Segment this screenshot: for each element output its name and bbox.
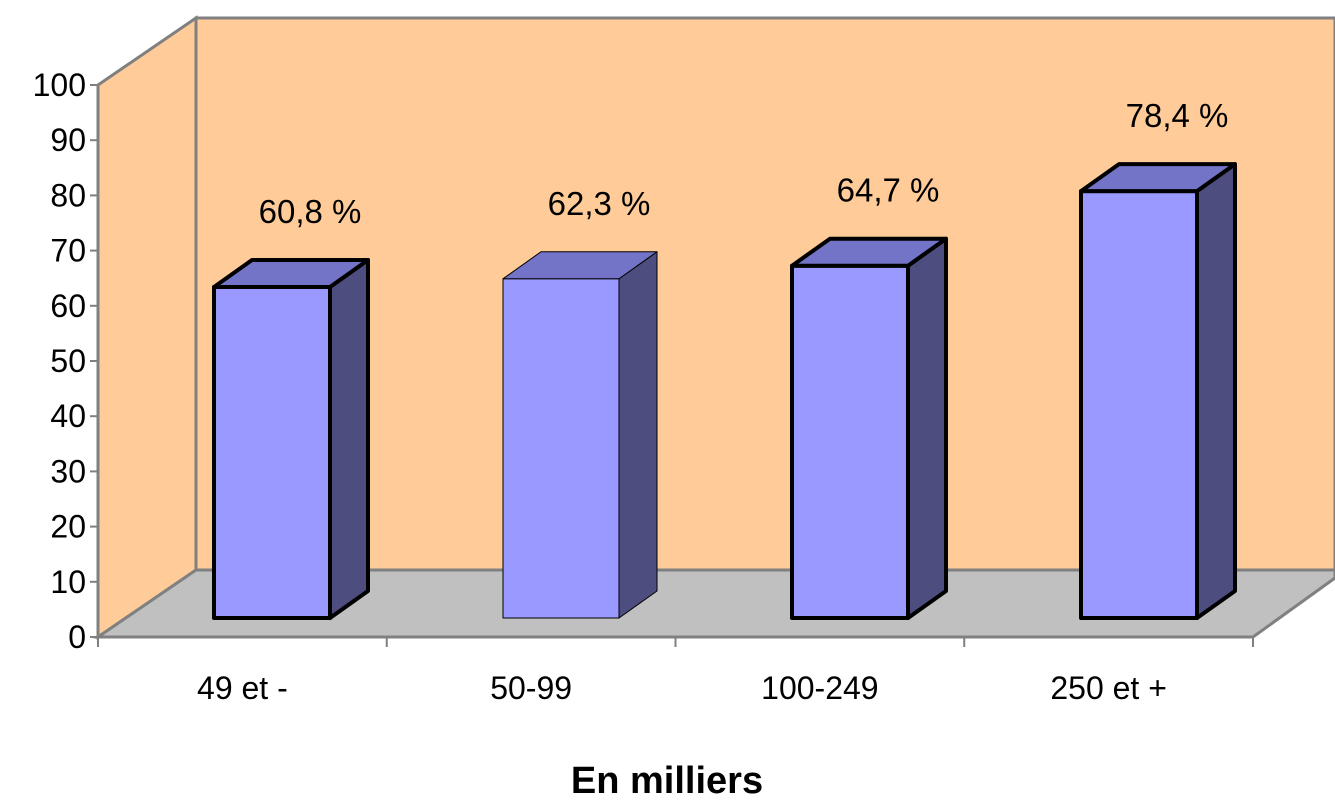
bars: [212, 162, 1237, 620]
y-tick-label: 50: [50, 343, 86, 379]
bar-top: [502, 251, 658, 280]
bar-front: [790, 263, 910, 620]
x-tick-label: 50-99: [490, 670, 572, 706]
bar-front: [502, 278, 620, 619]
bar: [790, 236, 948, 620]
y-axis: 0 10 20 30 40 50 60 70 80 90 100: [33, 67, 99, 655]
y-tick-label: 10: [50, 564, 86, 600]
x-tick-label: 250 et +: [1050, 670, 1167, 706]
bar-front: [212, 284, 332, 620]
data-label: 78,4 %: [1126, 97, 1229, 134]
x-tick-label: 49 et -: [197, 670, 288, 706]
x-axis-title: En milliers: [571, 760, 763, 800]
bar: [502, 251, 658, 619]
bar: [212, 257, 370, 620]
bar: [1079, 162, 1237, 620]
chart-walls: [93, 15, 1335, 640]
data-labels: 60,8 % 62,3 % 64,7 % 78,4 %: [259, 97, 1229, 230]
y-tick-label: 70: [50, 233, 86, 269]
x-tick-label: 100-249: [761, 670, 878, 706]
bar-front: [1079, 189, 1199, 620]
bar-top: [1079, 162, 1237, 194]
bar-top: [212, 257, 370, 289]
bar-side: [1195, 162, 1237, 620]
side-wall: [96, 15, 198, 640]
y-tick-label: 30: [50, 453, 86, 489]
data-label: 64,7 %: [837, 172, 940, 209]
y-tick-label: 40: [50, 398, 86, 434]
bar-side: [328, 257, 370, 620]
y-tick-label: 0: [68, 619, 86, 655]
data-label: 60,8 %: [259, 193, 362, 230]
bar-side: [618, 251, 658, 619]
x-axis: 49 et - 50-99 100-249 250 et +: [97, 636, 1254, 706]
y-tick-label: 20: [50, 509, 86, 545]
bar-top: [790, 236, 948, 268]
bar-side: [906, 236, 948, 620]
y-tick-label: 100: [33, 67, 86, 103]
y-tick-label: 90: [50, 122, 86, 158]
data-label: 62,3 %: [548, 185, 651, 222]
y-tick-label: 80: [50, 177, 86, 213]
y-tick-label: 60: [50, 288, 86, 324]
